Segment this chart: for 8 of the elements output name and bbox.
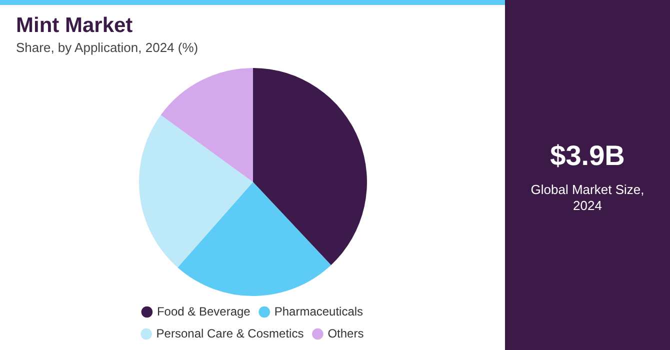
chart-subtitle: Share, by Application, 2024 (%) xyxy=(16,40,198,55)
text: Global Market Size, 2024 xyxy=(530,182,646,214)
legend-label: Personal Care & Cosmetics xyxy=(156,326,304,340)
text: $3.9B xyxy=(549,140,626,172)
legend-label: Others xyxy=(328,326,364,340)
chart-title: Mint Market xyxy=(16,14,133,38)
legend-label: Pharmaceuticals xyxy=(274,304,364,318)
legend-label: Food & Beverage xyxy=(156,304,251,318)
